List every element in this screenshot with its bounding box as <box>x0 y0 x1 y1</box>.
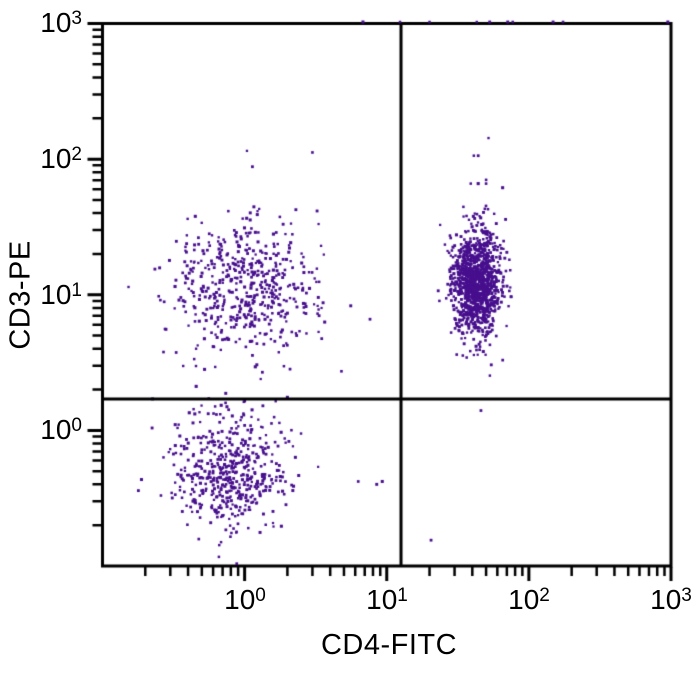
x-tick-label-1: 100 <box>224 584 266 615</box>
y-axis-title: CD3-PE <box>4 240 37 350</box>
x-tick-label-1000: 103 <box>650 584 692 615</box>
x-axis-title: CD4-FITC <box>320 629 458 661</box>
x-tick-label-100: 102 <box>508 584 550 615</box>
y-tick-label-1: 100 <box>40 414 82 445</box>
y-tick-label-1000: 103 <box>40 7 82 38</box>
y-tick-label-100: 102 <box>40 143 82 174</box>
y-tick-label-10: 101 <box>40 279 82 310</box>
x-tick-label-10: 101 <box>366 584 408 615</box>
